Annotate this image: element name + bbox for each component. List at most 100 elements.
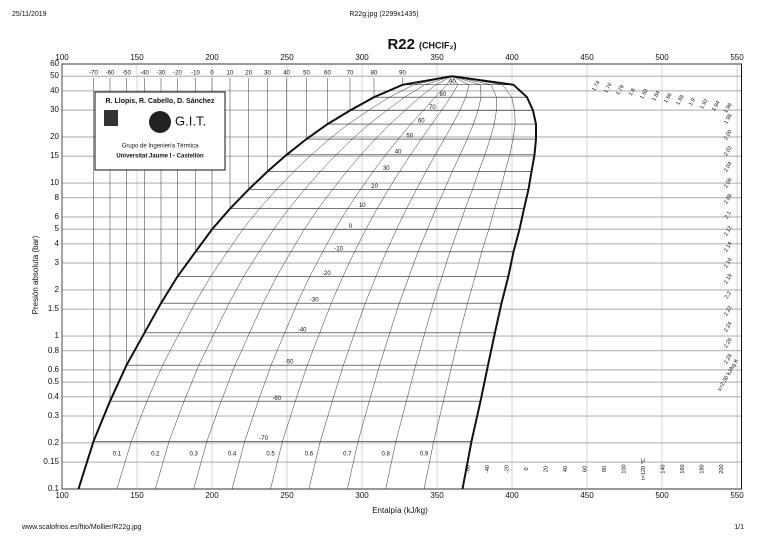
vapor-isotherm-label: 160 [680,464,686,473]
liquid-isotherm-label: -40 [140,71,149,77]
quality-label: 0.7 [343,452,352,458]
y-tick-label: 4 [55,239,60,248]
isotherm-label: -10 [334,246,343,252]
entropy-label: 2.18 [723,273,734,285]
liquid-isotherm-label: -20 [173,71,182,77]
quality-label: 0.9 [420,452,429,458]
header-date: 25/11/2019 [12,11,47,18]
x-tick-label: 450 [580,491,594,500]
isotherm-label: 60 [418,119,425,125]
x-tick-label-top: 550 [730,53,744,62]
entropy-label: 2.1 [724,210,733,220]
y-axis-label: Presión absoluta (bar) [31,235,40,314]
vapor-isotherm-label: t=120 °C [641,458,647,480]
logo-brand: G.I.T. [175,113,206,128]
y-tick-label: 0.1 [48,484,60,493]
entropy-label: 2.00 [723,129,734,141]
entropy-label: 2.06 [723,177,734,189]
entropy-label: 2.28 [723,353,734,365]
vapor-isotherm-label: 100 [621,464,627,473]
y-tick-label: 15 [50,151,59,160]
x-axis-label: Entalpía (kJ/kg) [372,506,428,515]
isotherm-label: -30 [310,298,319,304]
x-tick-label-top: 350 [430,53,444,62]
isotherm-label: 70 [429,105,436,111]
isotherm-label: 30 [383,166,390,172]
liquid-isotherm-label: 60 [324,71,331,77]
quality-label: 0.2 [151,452,160,458]
isotherm-label: -60 [272,396,281,402]
chart-title: R22 [387,36,415,53]
y-tick-label: 0.3 [48,411,60,420]
entropy-label: 1.88 [675,94,686,106]
vapor-isotherm-label: -40 [485,465,491,473]
vapor-isotherm-label: 40 [563,466,569,472]
entropy-label: 1.8 [628,87,637,97]
x-tick-label: 550 [730,491,744,500]
y-tick-label: 5 [55,224,60,233]
y-tick-label: 20 [50,132,59,141]
entropy-label: 2.14 [723,241,734,253]
liquid-isotherm-label: 0 [210,71,214,77]
vapor-isotherm-label: 60 [582,466,588,472]
isotherm-label: 10 [359,203,366,209]
liquid-isotherm-label: -10 [191,71,200,77]
entropy-label: 1.9 [688,97,697,107]
y-tick-label: 30 [50,105,59,114]
y-tick-label: 0.8 [48,346,60,355]
x-tick-label-top: 450 [580,53,594,62]
quality-line [308,75,470,490]
quality-label: 0.6 [305,452,314,458]
vapor-isotherm-label: -60 [465,465,471,473]
isotherm-label: -70 [259,436,268,442]
entropy-label: 2.24 [723,321,734,333]
x-tick-label-top: 150 [130,53,144,62]
entropy-label: 2.08 [723,193,734,205]
x-tick-label: 300 [355,491,369,500]
y-tick-label: 8 [55,193,60,202]
y-tick-label: 3 [55,258,60,267]
quality-label: 0.1 [113,452,122,458]
quality-line [385,75,497,490]
entropy-label: 1.92 [699,98,710,110]
vapor-isotherm-label: 80 [602,466,608,472]
footer-url: www.scalofrios.es/ftio/Mollier/R22g.jpg [21,524,142,531]
liquid-isotherm-label: 90 [399,71,406,77]
chart-subtitle: (CHClF₂) [419,40,457,50]
vapor-isotherm-label: 0 [524,467,530,470]
logo-mark [149,111,171,133]
liquid-isotherm-label: 30 [264,71,271,77]
x-tick-label-top: 500 [655,53,669,62]
x-tick-label-top: 200 [205,53,219,62]
entropy-label: 1.78 [615,84,626,96]
isotherm-label: -50 [285,360,294,366]
liquid-isotherm-label: 80 [371,71,378,77]
entropy-label: 2.04 [723,161,734,173]
isotherm-label: 0 [349,224,353,230]
liquid-isotherm-label: 40 [283,71,290,77]
entropy-label: 2.2 [724,290,733,300]
y-tick-label: 0.15 [43,457,59,466]
x-tick-label: 150 [130,491,144,500]
y-tick-label: 6 [55,212,60,221]
entropy-label: 2.16 [723,257,734,269]
vapor-isotherm-label: 180 [699,464,705,473]
entropy-label: 1.96 [723,102,734,114]
liquid-isotherm-label: 50 [303,71,310,77]
x-tick-label: 350 [430,491,444,500]
isotherm-label: -20 [322,271,331,277]
quality-label: 0.3 [190,452,199,458]
entropy-label: 1.86 [663,92,674,104]
entropy-label: 1.82 [639,88,650,100]
quality-line [423,75,516,490]
x-tick-label: 200 [205,491,219,500]
x-tick-label: 400 [505,491,519,500]
logo-university: Universitat Jaume I - Castellón [116,154,204,160]
y-tick-label: 0.6 [48,365,60,374]
isotherm-label: -40 [298,327,307,333]
isotherm-label: 20 [371,184,378,190]
vapor-isotherm-label: -20 [504,465,510,473]
y-tick-label: 60 [50,59,59,68]
